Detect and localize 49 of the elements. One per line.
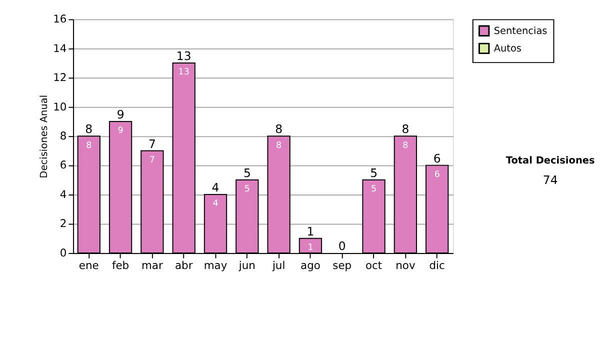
total-label: 8 — [85, 122, 93, 136]
data-label: 5 — [370, 184, 377, 195]
data-label: 8 — [86, 140, 92, 151]
total-label: 1 — [306, 224, 314, 238]
x-tick-label: dic — [429, 259, 446, 272]
text: Total Decisiones — [506, 155, 595, 166]
x-tick-label: sep — [332, 259, 352, 272]
y-tick-label: 10 — [53, 100, 67, 114]
total-label: 4 — [212, 180, 220, 195]
x-tick-label: mar — [141, 259, 164, 272]
y-tick-label: 2 — [60, 217, 67, 230]
x-tick-label: jun — [238, 259, 256, 272]
y-tick-label: 14 — [53, 42, 67, 55]
legend-label: Sentencias — [494, 26, 548, 37]
data-label: 7 — [149, 155, 155, 166]
total-label: 7 — [148, 136, 156, 151]
y-tick-label: 12 — [53, 71, 67, 84]
data-label: 5 — [244, 184, 250, 195]
data-label: 8 — [276, 140, 282, 151]
total-label: 8 — [402, 122, 410, 136]
total-label: 6 — [433, 151, 441, 166]
y-tick-label: 4 — [60, 188, 67, 201]
x-tick-label: ago — [300, 259, 320, 272]
legend-label: Autos — [494, 43, 522, 54]
x-tick-label: jul — [271, 259, 286, 272]
x-tick-label: ene — [78, 259, 100, 272]
total-label: 9 — [116, 108, 124, 122]
total-label: 13 — [176, 49, 192, 64]
data-label: 9 — [118, 126, 124, 136]
y-tick-label: 16 — [53, 12, 67, 26]
data-label: 1 — [308, 243, 314, 254]
x-tick-label: may — [204, 259, 228, 272]
y-tick-label: 8 — [60, 130, 67, 142]
total-label: 5 — [370, 166, 378, 180]
data-label: 6 — [434, 170, 440, 180]
total-label: 5 — [243, 166, 251, 180]
total-label: 0 — [338, 239, 346, 254]
x-tick-label: feb — [112, 259, 130, 272]
y-axis-title: Decisiones Anual — [39, 94, 50, 178]
x-tick-label: oct — [365, 259, 382, 272]
data-label: 4 — [212, 199, 219, 210]
x-tick-label: nov — [396, 259, 416, 272]
y-tick-label: 6 — [60, 158, 67, 172]
text: 74 — [542, 172, 558, 187]
x-tick-label: abr — [174, 259, 194, 272]
data-label: 8 — [402, 140, 408, 151]
total-label: 8 — [275, 122, 283, 136]
data-label: 13 — [178, 68, 190, 78]
y-tick-label: 0 — [60, 246, 67, 260]
